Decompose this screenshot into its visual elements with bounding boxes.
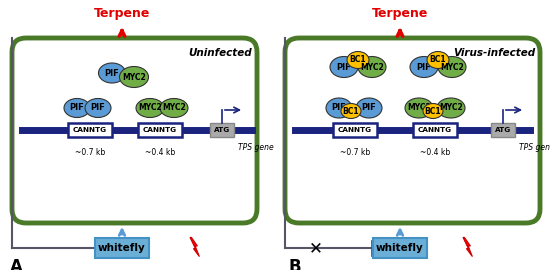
Polygon shape [190,237,200,256]
Text: PIF: PIF [91,103,106,113]
FancyBboxPatch shape [333,123,377,137]
Text: Virus-infected: Virus-infected [453,48,535,58]
Text: ATG: ATG [214,127,230,133]
Text: MYC2: MYC2 [122,73,146,82]
Text: CANNTG: CANNTG [73,127,107,133]
Text: PIF: PIF [362,103,376,113]
Text: CANNTG: CANNTG [143,127,177,133]
FancyBboxPatch shape [68,123,112,137]
Text: whitefly: whitefly [376,243,424,253]
Ellipse shape [438,56,466,77]
Ellipse shape [358,56,386,77]
Text: PIF: PIF [70,103,84,113]
Text: MYC2: MYC2 [407,103,431,113]
FancyBboxPatch shape [138,123,182,137]
Ellipse shape [341,103,361,119]
Text: ATG: ATG [495,127,511,133]
Text: MYC2: MYC2 [162,103,186,113]
Text: TPS gene: TPS gene [238,143,274,152]
Text: MYC2: MYC2 [360,62,384,72]
Ellipse shape [427,52,449,69]
Ellipse shape [326,98,352,118]
Text: B: B [288,258,301,270]
Text: BC1: BC1 [430,56,446,65]
Text: TPS gene: TPS gene [519,143,550,152]
Text: BC1: BC1 [350,56,366,65]
Text: Terpene: Terpene [94,7,150,20]
Ellipse shape [405,98,433,118]
Text: MYC2: MYC2 [439,103,463,113]
Text: BC1: BC1 [425,106,441,116]
Text: ~0.4 kb: ~0.4 kb [145,148,175,157]
Text: ~0.4 kb: ~0.4 kb [420,148,450,157]
FancyBboxPatch shape [413,123,457,137]
Polygon shape [463,237,472,256]
Ellipse shape [64,99,90,117]
Ellipse shape [437,98,465,118]
Ellipse shape [85,99,111,117]
Text: PIF: PIF [337,62,351,72]
Ellipse shape [410,56,438,77]
Text: Terpene: Terpene [372,7,428,20]
Ellipse shape [136,99,164,117]
FancyBboxPatch shape [210,123,234,137]
FancyBboxPatch shape [12,38,257,223]
FancyBboxPatch shape [491,123,515,137]
Text: ~0.7 kb: ~0.7 kb [340,148,370,157]
Ellipse shape [347,52,369,69]
Text: CANNTG: CANNTG [338,127,372,133]
Ellipse shape [98,63,125,83]
Text: PIF: PIF [417,62,431,72]
Text: ✕: ✕ [309,239,323,257]
Text: ~0.7 kb: ~0.7 kb [75,148,105,157]
Text: A: A [10,258,23,270]
Text: PIF: PIF [104,69,119,77]
Ellipse shape [356,98,382,118]
FancyBboxPatch shape [95,238,149,258]
Text: BC1: BC1 [343,106,359,116]
FancyBboxPatch shape [285,38,540,223]
Text: PIF: PIF [332,103,346,113]
Text: CANNTG: CANNTG [418,127,452,133]
Ellipse shape [423,103,443,119]
Text: MYC2: MYC2 [440,62,464,72]
Ellipse shape [330,56,358,77]
Text: whitefly: whitefly [98,243,146,253]
Ellipse shape [160,99,188,117]
FancyBboxPatch shape [373,238,427,258]
Text: Uninfected: Uninfected [188,48,252,58]
Text: MYC2: MYC2 [138,103,162,113]
Ellipse shape [119,66,148,87]
